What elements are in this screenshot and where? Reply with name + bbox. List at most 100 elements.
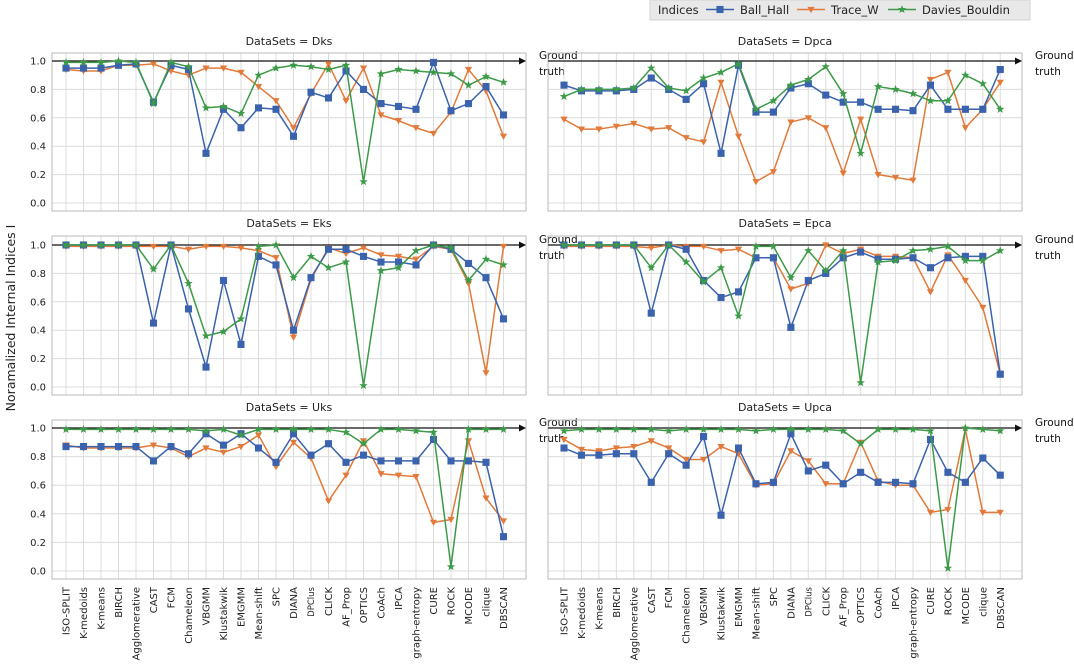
point-davies-bouldin [559, 426, 569, 435]
y-tick-label: 0.0 [30, 567, 46, 578]
point-davies-bouldin [61, 240, 71, 249]
point-davies-bouldin [411, 66, 421, 75]
y-tick-label: 0.8 [30, 452, 46, 463]
point-trace-w [324, 498, 333, 505]
point-ball-hall [307, 274, 315, 282]
x-tick-label: CURE [926, 587, 937, 615]
point-davies-bouldin [699, 425, 708, 433]
point-davies-bouldin [804, 246, 813, 255]
point-ball-hall [79, 443, 88, 451]
point-ball-hall [307, 88, 315, 96]
point-ball-hall [926, 81, 935, 89]
point-ball-hall [752, 480, 760, 488]
point-trace-w [254, 83, 263, 91]
point-ball-hall [892, 105, 900, 113]
point-ball-hall [892, 478, 900, 486]
point-ball-hall [499, 533, 508, 541]
point-ball-hall [560, 81, 568, 89]
point-ball-hall [377, 100, 385, 108]
point-trace-w [595, 126, 603, 133]
point-davies-bouldin [734, 425, 743, 433]
point-davies-bouldin [612, 240, 621, 249]
point-davies-bouldin [61, 58, 71, 66]
series-ball-hall [560, 430, 1004, 519]
point-davies-bouldin [751, 104, 761, 113]
y-tick-label: 1.0 [30, 424, 46, 435]
point-davies-bouldin [943, 96, 953, 105]
x-tick-label: CAST [647, 586, 658, 613]
point-trace-w [149, 442, 158, 449]
point-trace-w [700, 243, 708, 251]
point-trace-w [944, 69, 952, 76]
x-tick-label: VBGMM [202, 587, 213, 626]
ground-truth-arrowhead [1015, 57, 1022, 65]
point-ball-hall [499, 315, 508, 323]
point-ball-hall [167, 443, 175, 451]
point-ball-hall [464, 457, 473, 465]
series-line-ball-hall [66, 61, 505, 155]
panel-frame [51, 235, 527, 396]
point-ball-hall [482, 274, 490, 282]
x-tick-label: Chameleon [184, 587, 195, 644]
point-davies-bouldin [166, 425, 176, 433]
point-ball-hall [307, 451, 315, 459]
point-trace-w [219, 65, 228, 72]
point-ball-hall [630, 450, 638, 458]
point-davies-bouldin [131, 58, 141, 66]
point-trace-w [254, 248, 263, 255]
point-ball-hall [482, 458, 490, 466]
point-davies-bouldin [149, 425, 158, 433]
point-ball-hall [464, 259, 473, 268]
point-ball-hall [874, 105, 882, 113]
point-trace-w [612, 123, 620, 130]
point-trace-w [237, 69, 245, 76]
point-davies-bouldin [254, 70, 263, 79]
point-davies-bouldin [681, 257, 691, 266]
panel-datasets-upca: DataSets = Upca Ground truth ISO-SPLIT K-med… [547, 401, 1074, 660]
x-tick-label: AF_Prop [342, 587, 353, 627]
point-ball-hall [787, 430, 795, 438]
x-tick-label: SPC [769, 587, 780, 606]
point-davies-bouldin [594, 425, 604, 433]
point-davies-bouldin [114, 425, 123, 433]
series-trace-w [62, 243, 508, 377]
ground-truth-arrowhead [1015, 424, 1022, 432]
ground-truth-label: Ground [539, 50, 578, 62]
x-tick-label: BIRCH [114, 587, 125, 618]
series-line-trace-w [563, 71, 1001, 183]
x-tick-label: IPCA [394, 587, 405, 610]
panel-title: DataSets = Dks [246, 35, 333, 48]
point-ball-hall [132, 443, 140, 451]
point-ball-hall [219, 276, 228, 285]
point-davies-bouldin [341, 60, 351, 69]
series-line-davies-bouldin [564, 244, 1001, 384]
point-trace-w [612, 445, 620, 452]
point-ball-hall [62, 443, 70, 451]
point-davies-bouldin [341, 257, 351, 266]
point-davies-bouldin [201, 103, 211, 112]
point-davies-bouldin [943, 242, 953, 250]
y-tick-label: 0.2 [30, 170, 46, 181]
point-trace-w [857, 116, 865, 123]
point-davies-bouldin [394, 263, 403, 272]
point-trace-w [482, 495, 490, 502]
point-ball-hall [149, 457, 158, 465]
ground-truth-arrowhead [1015, 241, 1022, 249]
x-tick-label: MCODE [961, 587, 972, 625]
x-tick-label: K-means [594, 587, 605, 630]
point-trace-w [822, 481, 830, 488]
point-ball-hall [272, 105, 280, 113]
point-trace-w [630, 120, 638, 128]
point-trace-w [595, 448, 603, 455]
series-line-ball-hall [66, 244, 505, 368]
point-ball-hall [682, 245, 690, 253]
point-ball-hall [394, 102, 403, 110]
point-davies-bouldin [804, 425, 813, 433]
x-tick-label: DIANA [786, 587, 797, 619]
point-trace-w [289, 125, 298, 132]
point-trace-w [237, 245, 245, 252]
ground-truth-label: truth [1035, 433, 1061, 445]
point-davies-bouldin [149, 264, 158, 273]
panel-title: DataSets = Eks [246, 217, 332, 230]
point-trace-w [289, 439, 298, 446]
